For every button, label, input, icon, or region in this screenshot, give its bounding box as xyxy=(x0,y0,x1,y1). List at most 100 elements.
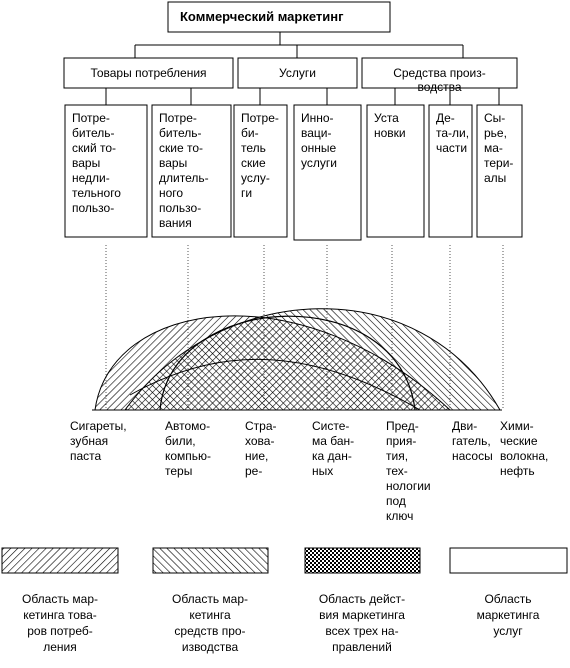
example-label: компью- xyxy=(165,449,211,463)
legend-label: средств про- xyxy=(174,624,245,638)
category-label: услу- xyxy=(241,171,270,185)
example-label: Пред- xyxy=(386,419,419,433)
category-label: алы xyxy=(484,171,506,185)
category-label: ги xyxy=(241,186,252,200)
overlap-edge xyxy=(129,358,421,411)
example-label: нологии xyxy=(386,479,431,493)
category-label: Инно- xyxy=(301,111,334,125)
category-box xyxy=(428,104,473,238)
category-label: Уста xyxy=(374,111,399,125)
group-box xyxy=(361,57,518,89)
example-label: теры xyxy=(165,464,192,478)
areas xyxy=(92,308,502,411)
group-label: Товары потребления xyxy=(90,66,206,80)
example-label: нефть xyxy=(500,464,535,478)
category-label: ские то- xyxy=(159,141,203,155)
category-label: вания xyxy=(159,216,192,230)
example-label: зубная xyxy=(70,434,108,448)
example-label: Стра- xyxy=(245,419,277,433)
legend-label: маркетинга xyxy=(477,608,540,622)
example-label: тех- xyxy=(386,464,408,478)
group-label: водства xyxy=(417,80,461,94)
example-label: гатель, xyxy=(452,434,491,448)
category-label: рье, xyxy=(484,126,507,140)
example-label: ных xyxy=(312,464,333,478)
category-box xyxy=(64,104,148,238)
legend-swatch xyxy=(152,547,269,574)
category-label: Сы- xyxy=(484,111,505,125)
category-box xyxy=(476,104,523,238)
production-area xyxy=(124,308,501,411)
category-label: ский то- xyxy=(72,141,116,155)
example-label: ние, xyxy=(245,449,268,463)
legend-label: всех трех на- xyxy=(325,624,398,638)
legend-label: Область мар- xyxy=(172,592,248,606)
category-box xyxy=(233,104,288,238)
example-label: Хими- xyxy=(500,419,534,433)
category-label: битель- xyxy=(72,126,114,140)
example-label: ческие xyxy=(500,434,538,448)
example-label: паста xyxy=(70,449,102,463)
category-label: Потре- xyxy=(241,111,279,125)
legend-label: ров потреб- xyxy=(27,624,93,638)
legend-label: Область дейст- xyxy=(319,592,405,606)
category-label: ма- xyxy=(484,141,503,155)
group-box xyxy=(237,57,358,89)
drop-lines xyxy=(105,245,504,410)
category-label: би- xyxy=(241,126,259,140)
category-label: ские xyxy=(241,156,266,170)
group-label: Услуги xyxy=(279,66,316,80)
legend-label: услуг xyxy=(493,624,523,638)
category-label: вары xyxy=(159,156,187,170)
example-label: ре- xyxy=(245,464,262,478)
title-box xyxy=(167,1,391,33)
connectors xyxy=(105,32,500,105)
group-label: Средства произ- xyxy=(393,66,486,80)
category-label: вары xyxy=(72,156,100,170)
legend-label: Область xyxy=(484,592,531,606)
category-label: длитель- xyxy=(159,171,209,185)
category-box xyxy=(151,104,232,238)
category-label: ваци- xyxy=(301,126,332,140)
legend-swatch xyxy=(449,547,568,574)
legend-label: кетинга това- xyxy=(23,608,97,622)
legend-swatch xyxy=(1,547,119,574)
category-box xyxy=(293,104,362,241)
legend-label: Область мар- xyxy=(22,592,98,606)
category-label: недли- xyxy=(72,171,110,185)
category-label: битель- xyxy=(159,126,201,140)
category-label: части xyxy=(436,141,467,155)
example-label: тия, xyxy=(386,449,408,463)
category-label: тери- xyxy=(484,156,513,170)
category-box xyxy=(366,104,425,238)
category-label: Де- xyxy=(436,111,455,125)
example-label: Автомо- xyxy=(165,419,210,433)
legend-swatch xyxy=(304,547,421,574)
example-label: ка дан- xyxy=(312,449,352,463)
services-area xyxy=(159,315,416,411)
category-label: ного xyxy=(159,186,183,200)
category-label: онные xyxy=(301,141,337,155)
category-label: новки xyxy=(374,126,406,140)
example-label: Дви- xyxy=(452,419,477,433)
example-label: ма бан- xyxy=(312,434,354,448)
example-label: насосы xyxy=(452,449,493,463)
legend-label: вия маркетинга xyxy=(319,608,405,622)
legend-label: кетинга xyxy=(189,608,231,622)
example-label: хова- xyxy=(245,434,274,448)
category-label: Потре- xyxy=(159,111,197,125)
category-label: пользо- xyxy=(72,201,114,215)
category-label: Потре- xyxy=(72,111,110,125)
category-label: тель xyxy=(241,141,266,155)
example-label: Сигареты, xyxy=(70,419,127,433)
example-label: волокна, xyxy=(500,449,548,463)
category-label: услуги xyxy=(301,156,337,170)
category-label: пользо- xyxy=(159,201,201,215)
example-label: под xyxy=(386,494,406,508)
legend-label: изводства xyxy=(182,640,239,654)
example-label: ключ xyxy=(386,509,413,523)
group-box xyxy=(63,57,234,89)
legend-label: ления xyxy=(43,640,77,654)
legend-label: правлений xyxy=(332,640,392,654)
